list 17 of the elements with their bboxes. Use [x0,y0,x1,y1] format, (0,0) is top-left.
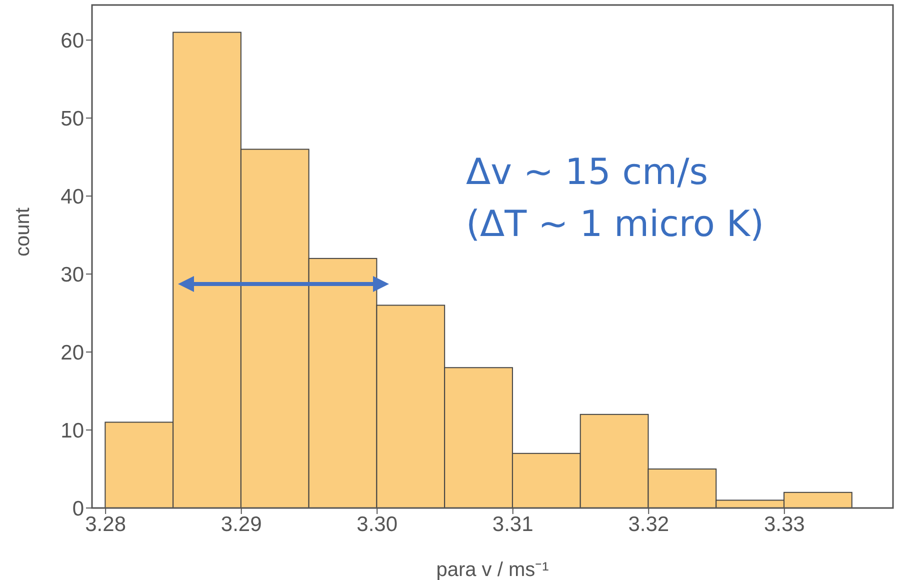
annotation: Δv ~ 15 cm/s [466,152,708,193]
x-tick-label: 3.33 [764,512,805,536]
y-axis-title: count [12,207,34,256]
x-tick-label: 3.30 [356,512,398,536]
y-tick-label: 0 [72,497,84,520]
y-tick-label: 50 [60,108,84,131]
y-tick-label: 10 [60,419,84,442]
x-tick-label: 3.28 [85,512,126,536]
x-tick-label: 3.32 [628,512,670,536]
x-tick-label: 3.31 [492,512,534,536]
y-tick-label: 30 [60,264,84,286]
y-tick-label: 20 [60,341,84,364]
x-tick-label: 3.29 [220,512,262,536]
y-tick-label: 40 [60,186,84,209]
x-axis-title: para v / ms⁻¹ [436,559,550,580]
annotation: (ΔT ~ 1 micro K) [466,204,764,245]
y-tick-label: 60 [60,30,84,53]
